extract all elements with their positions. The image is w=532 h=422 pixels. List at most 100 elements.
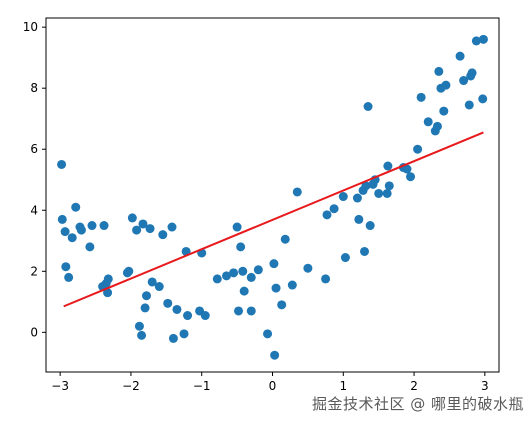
scatter-point	[246, 272, 256, 282]
scatter-point	[212, 274, 222, 284]
scatter-point	[365, 221, 375, 231]
scatter-point	[127, 213, 137, 223]
scatter-point	[158, 230, 168, 240]
scatter-point	[172, 304, 182, 314]
scatter-point	[321, 274, 331, 284]
scatter-point	[134, 321, 144, 331]
scatter-point	[147, 277, 157, 287]
scatter-point	[60, 227, 70, 237]
scatter-point	[124, 266, 134, 276]
x-axis: −3 −2 −1 0 1 2 3	[51, 372, 489, 393]
scatter-point	[229, 268, 239, 278]
scatter-point	[67, 233, 77, 243]
scatter-point	[145, 224, 155, 234]
scatter-point	[402, 164, 412, 174]
scatter-point	[76, 225, 86, 235]
scatter-point	[459, 76, 469, 86]
scatter-point	[338, 192, 348, 202]
scatter-point	[340, 253, 350, 263]
x-tick-label: −3	[51, 379, 69, 393]
scatter-point	[382, 188, 392, 198]
scatter-point	[71, 202, 81, 212]
scatter-point	[434, 66, 444, 76]
scatter-point	[140, 303, 150, 313]
x-tick-label: 0	[269, 379, 277, 393]
scatter-point	[64, 272, 74, 282]
scatter-point	[464, 100, 474, 110]
y-tick-label: 0	[30, 325, 38, 339]
scatter-point	[352, 193, 362, 203]
scatter-point	[137, 330, 147, 340]
scatter-point	[455, 51, 465, 61]
x-tick-label: 2	[410, 379, 418, 393]
scatter-point	[168, 333, 178, 343]
scatter-point	[423, 117, 433, 127]
axes-frame	[45, 17, 500, 373]
scatter-point	[416, 92, 426, 102]
scatter-point	[236, 242, 246, 252]
scatter-point	[99, 221, 109, 231]
scatter-point	[167, 222, 177, 232]
y-tick-label: 8	[30, 81, 38, 95]
scatter-point	[238, 266, 248, 276]
scatter-point	[221, 271, 231, 281]
scatter-point	[263, 329, 273, 339]
x-tick-label: 3	[481, 379, 489, 393]
scatter-point	[132, 225, 142, 235]
scatter-point	[183, 311, 193, 321]
scatter-point	[292, 187, 302, 197]
x-tick-label: 1	[339, 379, 347, 393]
scatter-point	[406, 172, 416, 182]
y-axis: 0 2 4 6 8 10	[23, 20, 46, 339]
scatter-point	[478, 94, 488, 104]
scatter-point	[277, 300, 287, 310]
scatter-point	[138, 219, 148, 229]
scatter-point	[322, 210, 332, 220]
scatter-point	[87, 221, 97, 231]
scatter-point	[439, 106, 449, 116]
scatter-point	[383, 161, 393, 171]
scatter-point	[413, 144, 423, 154]
scatter-point	[329, 204, 339, 214]
scatter-point	[269, 259, 279, 269]
scatter-point	[103, 288, 113, 298]
y-tick-label: 10	[23, 20, 38, 34]
scatter-point	[478, 34, 488, 44]
y-tick-label: 4	[30, 203, 38, 217]
scatter-point	[232, 222, 242, 232]
scatter-point	[360, 246, 370, 256]
scatter-point	[142, 291, 152, 301]
scatter-point	[179, 329, 189, 339]
scatter-point	[361, 181, 371, 191]
scatter-point	[234, 306, 244, 316]
scatter-points	[57, 34, 488, 360]
scatter-point	[270, 350, 280, 360]
scatter-point	[57, 159, 67, 169]
scatter-point	[441, 80, 451, 90]
scatter-point	[471, 36, 481, 46]
scatter-point	[103, 274, 113, 284]
fit-line-group	[63, 131, 484, 308]
scatter-point	[363, 102, 373, 111]
scatter-point	[374, 188, 384, 198]
scatter-point	[467, 68, 477, 78]
scatter-point	[280, 234, 290, 244]
scatter-point	[271, 283, 281, 293]
scatter-point	[200, 311, 210, 321]
scatter-point	[85, 242, 95, 252]
scatter-point	[61, 262, 71, 272]
scatter-point	[253, 265, 263, 275]
scatter-point	[246, 306, 256, 316]
scatter-point	[432, 121, 442, 131]
y-tick-label: 2	[30, 264, 38, 278]
scatter-point	[303, 263, 313, 273]
fit-line	[63, 131, 484, 308]
scatter-point	[163, 298, 173, 308]
x-tick-label: −1	[193, 379, 211, 393]
watermark: 掘金技术社区 @ 哪里的破水瓶	[311, 395, 524, 413]
scatter-point	[239, 286, 249, 296]
scatter-point	[57, 214, 67, 224]
scatter-point	[154, 282, 164, 292]
y-tick-label: 6	[30, 142, 38, 156]
